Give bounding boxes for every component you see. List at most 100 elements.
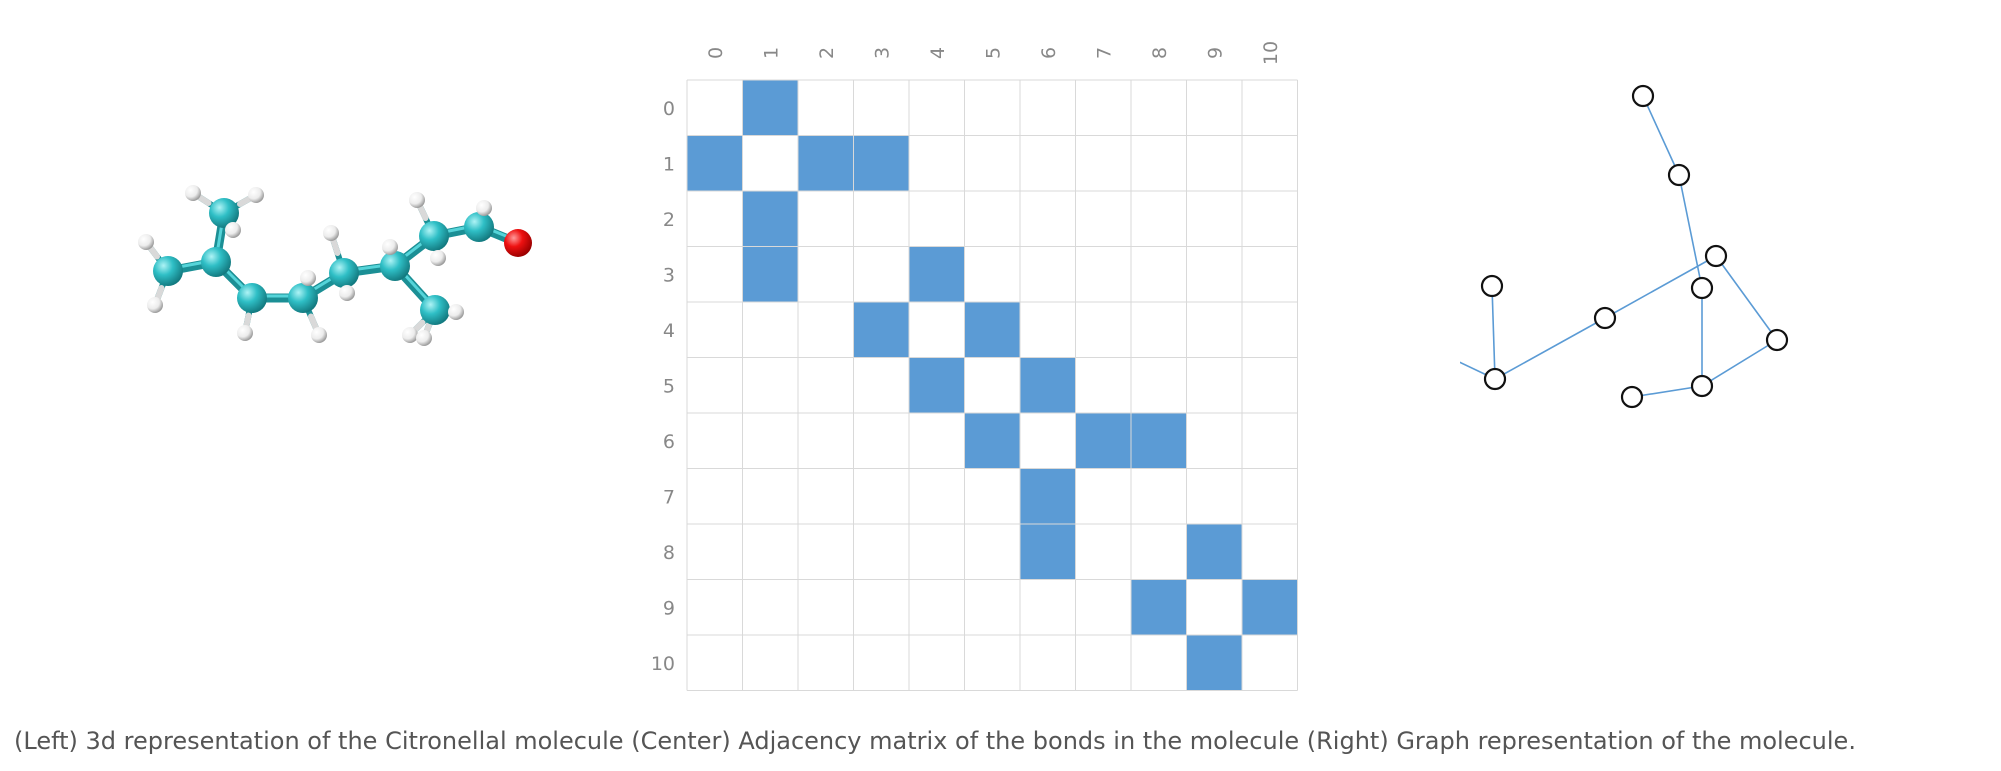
matrix-cell-empty	[1020, 413, 1076, 469]
matrix-row-label: 6	[663, 431, 675, 453]
matrix-cell-bond	[798, 135, 854, 191]
matrix-cell-empty	[1020, 635, 1076, 691]
matrix-cell-empty	[687, 246, 743, 302]
matrix-cell-empty	[687, 80, 743, 136]
matrix-cell-bond	[909, 246, 965, 302]
matrix-cell-empty	[1186, 413, 1242, 469]
matrix-column-label: 1	[760, 47, 782, 59]
matrix-row-label: 7	[663, 486, 675, 508]
graph-node	[1620, 385, 1644, 409]
graph-node	[1704, 244, 1728, 268]
matrix-cell-empty	[964, 80, 1020, 136]
matrix-cell-bond	[742, 246, 798, 302]
matrix-cell-bond	[853, 135, 909, 191]
matrix-row-label: 0	[663, 98, 675, 120]
matrix-cell-empty	[909, 579, 965, 635]
matrix-row-label: 2	[663, 209, 675, 231]
matrix-cell-empty	[1186, 302, 1242, 358]
matrix-cell-bond	[1020, 468, 1076, 524]
matrix-cell-empty	[909, 413, 965, 469]
matrix-column-label: 5	[982, 47, 1004, 59]
matrix-cell-empty	[742, 413, 798, 469]
matrix-cell-empty	[853, 579, 909, 635]
matrix-cell-empty	[1131, 191, 1187, 247]
molecule-3d-view	[138, 185, 532, 346]
graph-node	[1631, 84, 1655, 108]
matrix-column-label: 7	[1093, 47, 1115, 59]
oxygen-atom	[504, 229, 532, 257]
matrix-cell-empty	[742, 524, 798, 580]
matrix-cell-empty	[964, 635, 1020, 691]
matrix-cell-empty	[1020, 246, 1076, 302]
matrix-cell-empty	[964, 135, 1020, 191]
matrix-column-label: 6	[1038, 47, 1060, 59]
matrix-cell-empty	[798, 80, 854, 136]
matrix-cell-empty	[853, 357, 909, 413]
matrix-cell-empty	[742, 302, 798, 358]
matrix-cell-empty	[1242, 80, 1298, 136]
hydrogen-atom	[225, 222, 241, 238]
matrix-cell-empty	[687, 524, 743, 580]
graph-edge	[1460, 361, 1496, 380]
graph-node	[1483, 367, 1507, 391]
hydrogen-atom	[409, 192, 425, 208]
matrix-cell-empty	[742, 635, 798, 691]
matrix-cell-empty	[1131, 635, 1187, 691]
matrix-cell-bond	[964, 302, 1020, 358]
matrix-cell-empty	[909, 135, 965, 191]
molecule-graph	[1460, 84, 1789, 409]
matrix-cell-empty	[798, 524, 854, 580]
matrix-cell-empty	[1075, 579, 1131, 635]
graph-edge	[1491, 285, 1496, 380]
hydrogen-atom	[448, 304, 464, 320]
matrix-cell-empty	[1242, 357, 1298, 413]
matrix-cell-empty	[1186, 246, 1242, 302]
matrix-cell-empty	[1075, 246, 1131, 302]
matrix-cell-empty	[1075, 135, 1131, 191]
matrix-cell-empty	[1131, 468, 1187, 524]
hydrogen-atom	[300, 270, 316, 286]
matrix-row-label: 8	[663, 542, 675, 564]
matrix-cell-empty	[1075, 468, 1131, 524]
matrix-cell-empty	[909, 635, 965, 691]
matrix-cell-empty	[798, 191, 854, 247]
matrix-cell-bond	[909, 357, 965, 413]
graph-node	[1667, 163, 1691, 187]
matrix-cell-bond	[1020, 357, 1076, 413]
matrix-cell-empty	[742, 135, 798, 191]
matrix-cell-empty	[1186, 135, 1242, 191]
matrix-cell-bond	[964, 413, 1020, 469]
figure-caption: (Left) 3d representation of the Citronel…	[14, 727, 1856, 755]
matrix-column-label: 0	[705, 47, 727, 59]
matrix-cell-empty	[964, 468, 1020, 524]
matrix-cell-empty	[853, 468, 909, 524]
carbon-atom	[420, 295, 450, 325]
matrix-cell-empty	[1186, 80, 1242, 136]
matrix-cell-empty	[687, 413, 743, 469]
carbon-atom	[380, 251, 410, 281]
matrix-cell-bond	[1131, 579, 1187, 635]
hydrogen-atom	[416, 330, 432, 346]
matrix-column-label: 9	[1204, 47, 1226, 59]
matrix-cell-empty	[1242, 191, 1298, 247]
graph-node	[1690, 276, 1714, 300]
matrix-row-label: 4	[663, 320, 675, 342]
matrix-column-label: 3	[871, 47, 893, 59]
matrix-cell-empty	[798, 357, 854, 413]
matrix-cell-empty	[1075, 302, 1131, 358]
matrix-cell-empty	[1131, 246, 1187, 302]
hydrogen-atom	[382, 239, 398, 255]
matrix-cell-bond	[1186, 635, 1242, 691]
matrix-cell-empty	[1131, 135, 1187, 191]
carbon-atom	[288, 283, 318, 313]
adjacency-matrix: 0 1 2 3 4 5 6 7 8 9 10 0 1 2 3 4 5 6 7 8 9 10	[651, 41, 1298, 691]
matrix-cell-empty	[964, 357, 1020, 413]
graph-edge	[1678, 174, 1703, 289]
matrix-cell-empty	[964, 246, 1020, 302]
matrix-cell-empty	[742, 357, 798, 413]
matrix-cell-empty	[1131, 302, 1187, 358]
matrix-cell-bond	[687, 135, 743, 191]
carbon-atom	[201, 247, 231, 277]
matrix-cell-empty	[687, 468, 743, 524]
matrix-column-label: 4	[927, 47, 949, 59]
